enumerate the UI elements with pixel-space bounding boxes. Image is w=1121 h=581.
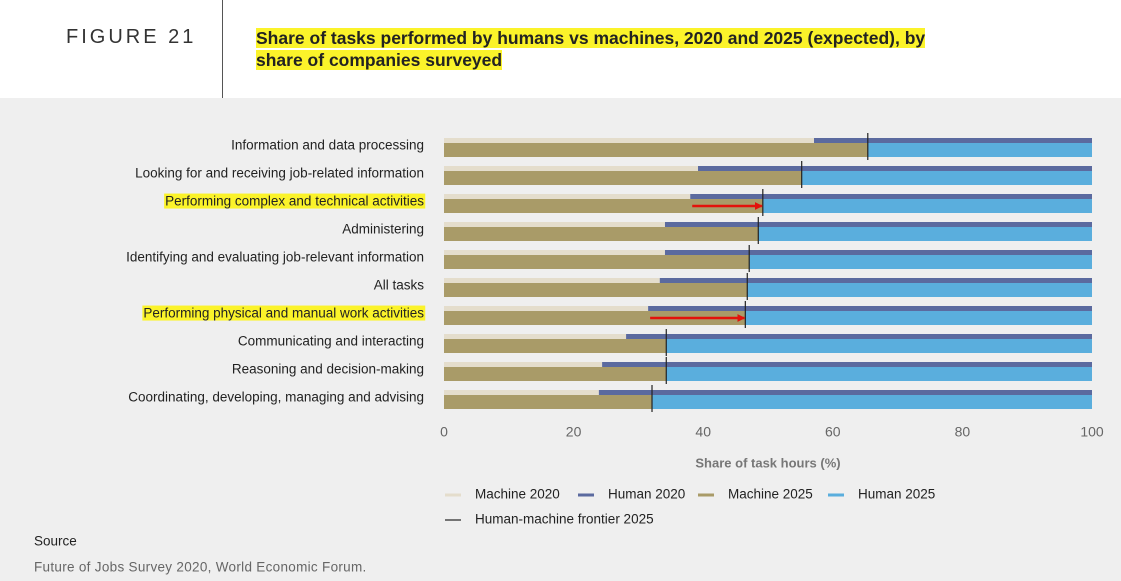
bar-2020 [598, 390, 1092, 395]
bar-2020 [444, 222, 665, 227]
x-tick-label: 60 [825, 424, 841, 440]
category-label: Performing complex and technical activit… [165, 194, 424, 209]
bar-2020 [444, 138, 815, 143]
bar-2025 [444, 395, 653, 409]
bar-2020 [648, 306, 1092, 311]
header: FIGURE 21 Share of tasks performed by hu… [0, 0, 1121, 98]
chart: Source Future of Jobs Survey 2020, World… [0, 98, 1121, 581]
category-label: Information and data processing [231, 138, 424, 153]
bar-2025 [444, 227, 759, 241]
x-tick-label: 80 [955, 424, 971, 440]
bar-2025 [444, 367, 667, 381]
bar-2020 [690, 194, 1092, 199]
category-label: All tasks [374, 278, 425, 293]
bar-2020 [626, 334, 1092, 339]
x-tick-label: 0 [440, 424, 448, 440]
category-label: Communicating and interacting [238, 334, 424, 349]
bar-2025 [444, 199, 763, 213]
bar-2020 [814, 138, 1092, 143]
x-axis-label: Share of task hours (%) [695, 455, 840, 470]
title-text: Share of tasks performed by humans vs ma… [256, 28, 926, 70]
x-tick-label: 40 [695, 424, 711, 440]
bar-2025 [762, 199, 1092, 213]
bar-2020 [664, 222, 1092, 227]
bar-2025 [758, 227, 1092, 241]
legend-label: Machine 2025 [728, 487, 813, 502]
bar-2020 [659, 278, 1092, 283]
bar-2025 [745, 311, 1092, 325]
divider [222, 0, 223, 98]
bar-2020 [444, 334, 627, 339]
label-highlight [164, 193, 426, 209]
x-tick-label: 20 [566, 424, 582, 440]
bar-2020 [444, 362, 603, 367]
bar-2025 [749, 255, 1092, 269]
x-tick-label: 100 [1080, 424, 1104, 440]
source-text: Future of Jobs Survey 2020, World Econom… [34, 560, 367, 575]
bar-2025 [444, 339, 667, 353]
bar-2020 [444, 194, 691, 199]
bar-2020 [444, 250, 665, 255]
figure-label: FIGURE 21 [66, 26, 197, 48]
bar-2020 [602, 362, 1092, 367]
bar-2025 [444, 283, 748, 297]
bar-2020 [698, 166, 1092, 171]
bar-2020 [664, 250, 1092, 255]
bar-2020 [444, 390, 599, 395]
bar-2025 [444, 311, 746, 325]
category-label: Identifying and evaluating job-relevant … [126, 250, 424, 265]
category-label: Looking for and receiving job-related in… [135, 166, 424, 181]
category-label: Administering [342, 222, 424, 237]
bar-2025 [867, 143, 1092, 157]
bar-2025 [444, 143, 868, 157]
bar-2025 [666, 367, 1092, 381]
bar-2020 [444, 306, 649, 311]
category-label: Coordinating, developing, managing and a… [128, 390, 424, 405]
bar-2025 [652, 395, 1092, 409]
category-label: Reasoning and decision-making [232, 362, 424, 377]
legend-label: Human 2025 [858, 487, 935, 502]
bar-2020 [444, 278, 660, 283]
legend-label: Human 2020 [608, 487, 685, 502]
bar-2025 [747, 283, 1092, 297]
label-highlight [142, 305, 426, 321]
bar-2025 [801, 171, 1092, 185]
legend-label: Human-machine frontier 2025 [475, 512, 654, 527]
bar-2025 [444, 255, 750, 269]
bar-2020 [444, 166, 699, 171]
legend-label: Machine 2020 [475, 487, 560, 502]
chart-title: Share of tasks performed by humans vs ma… [256, 27, 956, 71]
source-heading: Source [34, 534, 77, 549]
bar-2025 [444, 171, 802, 185]
bar-2025 [666, 339, 1092, 353]
category-label: Performing physical and manual work acti… [143, 306, 424, 321]
